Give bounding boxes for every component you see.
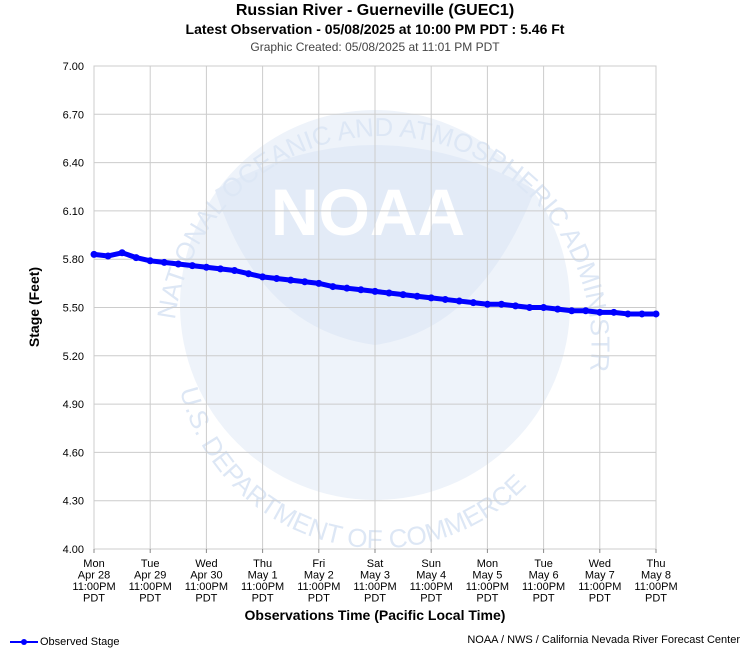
data-point — [132, 254, 140, 262]
x-axis-label: Observations Time (Pacific Local Time) — [245, 607, 506, 623]
credit-text: NOAA / NWS / California Nevada River For… — [467, 634, 740, 646]
data-point — [174, 260, 182, 268]
data-point — [540, 304, 548, 311]
data-point — [638, 310, 646, 318]
y-tick-label: 6.70 — [63, 109, 84, 121]
data-point — [596, 308, 604, 316]
y-tick-label: 4.30 — [63, 496, 84, 508]
legend-label: Observed Stage — [40, 636, 120, 648]
latest-observation: Latest Observation - 05/08/2025 at 10:00… — [185, 21, 565, 37]
x-tick-label: Wed Apr 30 11:00PM PDT — [185, 558, 228, 605]
data-point — [104, 252, 112, 260]
data-point — [624, 310, 632, 318]
x-tick-label: Wed May 7 11:00PM PDT — [578, 558, 621, 605]
chart-title: Russian River - Guerneville (GUEC1) — [235, 2, 515, 19]
data-point — [90, 250, 98, 258]
y-tick-label: 4.60 — [63, 447, 84, 459]
y-tick-label: 5.50 — [63, 303, 84, 315]
data-point — [568, 307, 576, 315]
data-point — [245, 270, 253, 278]
legend-line-icon — [10, 639, 38, 645]
data-point — [315, 279, 323, 287]
data-point — [343, 284, 351, 292]
data-point — [118, 249, 126, 257]
data-point — [413, 292, 421, 300]
y-axis-label: Stage (Feet) — [26, 267, 42, 347]
y-tick-label: 6.10 — [63, 206, 84, 218]
data-point — [512, 302, 519, 310]
data-point — [146, 257, 154, 265]
x-tick-label: Fri May 2 11:00PM PDT — [297, 558, 340, 605]
x-tick-label: Tue Apr 29 11:00PM PDT — [129, 558, 172, 605]
data-point — [385, 289, 393, 297]
data-point — [427, 294, 435, 302]
x-tick-label: Mon Apr 28 11:00PM PDT — [72, 558, 115, 605]
data-point — [483, 300, 491, 308]
y-tick-label: 4.90 — [63, 399, 84, 411]
data-point — [202, 263, 210, 271]
x-tick-label: Thu May 1 11:00PM PDT — [241, 558, 284, 605]
x-tick-label: Sun May 4 11:00PM PDT — [410, 558, 453, 605]
data-point — [582, 307, 590, 315]
data-point — [231, 266, 238, 274]
y-tick-label: 4.00 — [63, 544, 84, 556]
x-tick-labels: Mon Apr 28 11:00PM PDT Tue Apr 29 11:00PM PDT We… — [72, 558, 677, 605]
data-point — [652, 310, 660, 318]
x-tick-label: Mon May 5 11:00PM PDT — [466, 558, 509, 605]
y-tick-label: 6.40 — [63, 158, 84, 170]
y-tick-label: 7.00 — [63, 61, 84, 73]
data-point — [188, 262, 196, 270]
data-point — [160, 258, 168, 266]
data-point — [371, 287, 379, 295]
data-point — [469, 299, 477, 307]
series-observed-stage — [90, 249, 660, 318]
x-tick-label: Thu May 8 11:00PM PDT — [634, 558, 677, 605]
legend: Observed Stage — [10, 636, 120, 648]
data-point — [357, 286, 365, 294]
data-point — [399, 291, 407, 299]
graphic-created: Graphic Created: 05/08/2025 at 11:01 PM … — [250, 40, 500, 54]
data-point — [610, 308, 618, 316]
data-point — [455, 297, 463, 305]
data-point — [329, 283, 337, 291]
y-tick-label: 5.20 — [63, 351, 84, 363]
x-tick-label: Tue May 6 11:00PM PDT — [522, 558, 565, 605]
data-point — [301, 278, 309, 286]
y-tick-labels: 4.00 4.30 4.60 4.90 5.20 5.50 5.80 6.10 6.40 6.70… — [63, 61, 84, 556]
y-tick-label: 5.80 — [63, 254, 84, 266]
data-point — [497, 300, 505, 308]
x-tick-label: Sat May 3 11:00PM PDT — [353, 558, 396, 605]
data-point — [554, 305, 562, 313]
data-point — [526, 304, 534, 311]
data-point — [273, 275, 281, 283]
data-point — [441, 295, 449, 303]
data-point — [216, 265, 224, 273]
data-point — [287, 276, 295, 284]
data-point — [259, 273, 267, 281]
